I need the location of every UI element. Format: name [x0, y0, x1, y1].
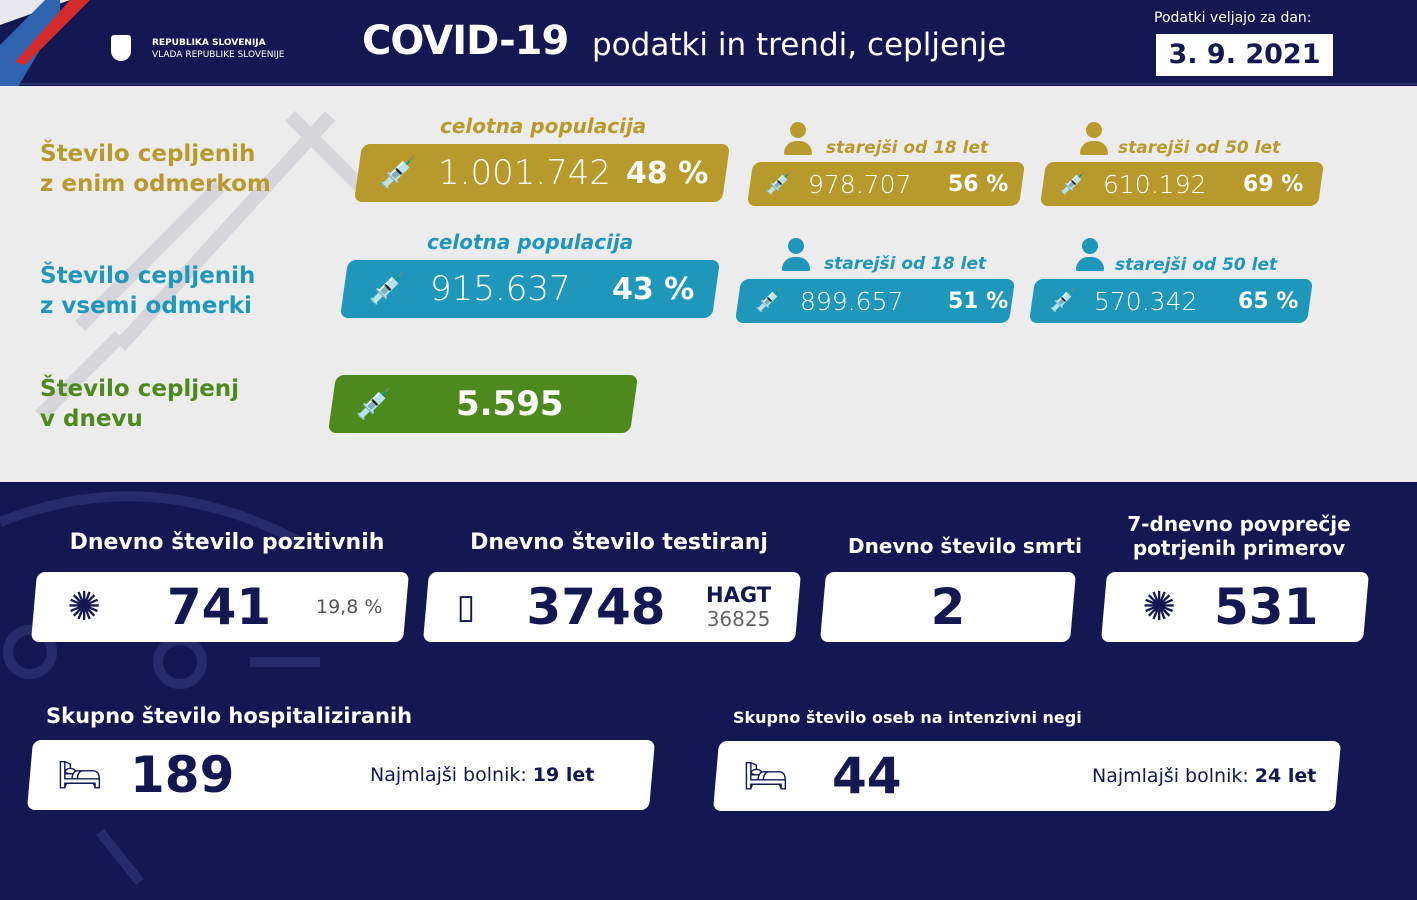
- percent: 51 %: [948, 288, 1009, 314]
- all-doses-18-card: 💉 899.657 51 %: [738, 279, 1012, 323]
- person-icon: [1080, 122, 1108, 160]
- header: REPUBLIKA SLOVENIJA VLADA REPUBLIKE SLOV…: [0, 0, 1417, 100]
- positive-card: ✺ 741 19,8 %: [34, 572, 406, 642]
- test-kit-icon: ▯: [456, 587, 476, 627]
- value: 610.192: [1103, 169, 1207, 199]
- value: 531: [1214, 578, 1319, 636]
- background-syringe-decoration: [35, 111, 365, 421]
- hagt-label: HAGT: [706, 583, 772, 607]
- all-doses-label: Število cepljenih z vsemi odmerki: [40, 263, 256, 319]
- hagt-value: 36825: [706, 607, 771, 631]
- percent: 69 %: [1243, 171, 1304, 197]
- tests-title: Dnevno število testiranj: [470, 530, 768, 555]
- icu-title: Skupno število oseb na intenzivni negi: [733, 708, 1082, 727]
- all-doses-50-caption: starejši od 50 let: [1115, 255, 1278, 275]
- percent: 43 %: [612, 271, 695, 307]
- hospital-bed-icon: 🛏: [57, 755, 103, 796]
- daily-vacc-label: Število cepljenj v dnevu: [40, 376, 240, 432]
- page-subtitle: podatki in trendi, cepljenje: [592, 27, 1007, 63]
- person-icon: [1076, 238, 1104, 276]
- one-dose-18-caption: starejši od 18 let: [826, 138, 989, 158]
- one-dose-total-card: 💉 1.001.742 48 %: [358, 144, 726, 202]
- hosp-title: Skupno število hospitaliziranih: [46, 704, 413, 728]
- date-label: Podatki veljajo za dan:: [1154, 10, 1312, 26]
- avg7-card: ✺ 531: [1104, 572, 1366, 642]
- all-doses-total-caption: celotna populacija: [427, 230, 634, 254]
- syringe-icon: 💉: [765, 171, 793, 197]
- syringe-icon: 💉: [355, 386, 393, 422]
- all-doses-18-caption: starejši od 18 let: [824, 254, 987, 274]
- value: 189: [130, 746, 235, 804]
- value: 44: [832, 747, 902, 805]
- person-icon: [784, 122, 812, 160]
- gov-line1: REPUBLIKA SLOVENIJA: [152, 38, 266, 48]
- virus-icon: ✺: [1142, 584, 1176, 630]
- coat-of-arms-icon: [111, 35, 131, 61]
- percent: 56 %: [948, 171, 1009, 197]
- one-dose-50-caption: starejši od 50 let: [1118, 138, 1281, 158]
- syringes-icon: 💉: [755, 288, 783, 314]
- syringes-icon: 💉: [1049, 288, 1077, 314]
- person-icon: [782, 238, 810, 276]
- value: 2: [930, 578, 966, 636]
- hospital-bed-icon: 🛏: [743, 756, 789, 797]
- one-dose-18-card: 💉 978.707 56 %: [750, 162, 1022, 206]
- percent: 19,8 %: [316, 596, 383, 618]
- page-title: COVID-19: [362, 18, 569, 64]
- value: 5.595: [456, 384, 564, 424]
- deaths-title: Dnevno število smrti: [848, 534, 1082, 558]
- virus-icon: ✺: [67, 584, 101, 630]
- syringe-icon: 💉: [1059, 171, 1087, 197]
- percent: 48 %: [626, 155, 709, 191]
- all-doses-50-card: 💉 570.342 65 %: [1032, 279, 1310, 323]
- daily-vacc-card: 💉 5.595: [332, 375, 634, 433]
- stats-section: Dnevno število pozitivnih ✺ 741 19,8 % D…: [0, 482, 1417, 900]
- avg7-title: 7-dnevno povprečje potrjenih primerov: [1127, 512, 1351, 560]
- value: 899.657: [800, 286, 904, 316]
- one-dose-label: Število cepljenih z enim odmerkom: [40, 141, 271, 197]
- value: 3748: [526, 578, 666, 636]
- syringe-icon: 💉: [379, 155, 417, 191]
- youngest-label: Najmlajši bolnik:: [1092, 765, 1249, 787]
- one-dose-total-caption: celotna populacija: [440, 114, 647, 138]
- syringes-icon: 💉: [368, 271, 406, 307]
- positive-title: Dnevno število pozitivnih: [69, 530, 385, 555]
- youngest-label: Najmlajši bolnik:: [370, 764, 527, 786]
- tests-card: ▯ 3748 HAGT 36825: [426, 572, 798, 642]
- value: 915.637: [430, 269, 571, 309]
- one-dose-50-card: 💉 610.192 69 %: [1043, 162, 1321, 206]
- vaccination-section: Število cepljenih z enim odmerkom celotna…: [0, 86, 1417, 482]
- value: 978.707: [808, 169, 912, 199]
- deaths-card: 2: [823, 572, 1073, 642]
- value: 741: [166, 578, 272, 636]
- youngest-value: 19 let: [532, 764, 595, 786]
- all-doses-total-card: 💉 915.637 43 %: [344, 260, 716, 318]
- date-value: 3. 9. 2021: [1156, 34, 1333, 76]
- gov-line2: VLADA REPUBLIKE SLOVENIJE: [152, 50, 285, 60]
- background-virus-decoration: [0, 491, 320, 886]
- hosp-card: 🛏 189 Najmlajši bolnik: 19 let: [30, 740, 652, 810]
- percent: 65 %: [1238, 288, 1299, 314]
- value: 1.001.742: [438, 153, 612, 193]
- youngest-value: 24 let: [1254, 765, 1317, 787]
- value: 570.342: [1094, 286, 1198, 316]
- icu-card: 🛏 44 Najmlajši bolnik: 24 let: [716, 741, 1338, 811]
